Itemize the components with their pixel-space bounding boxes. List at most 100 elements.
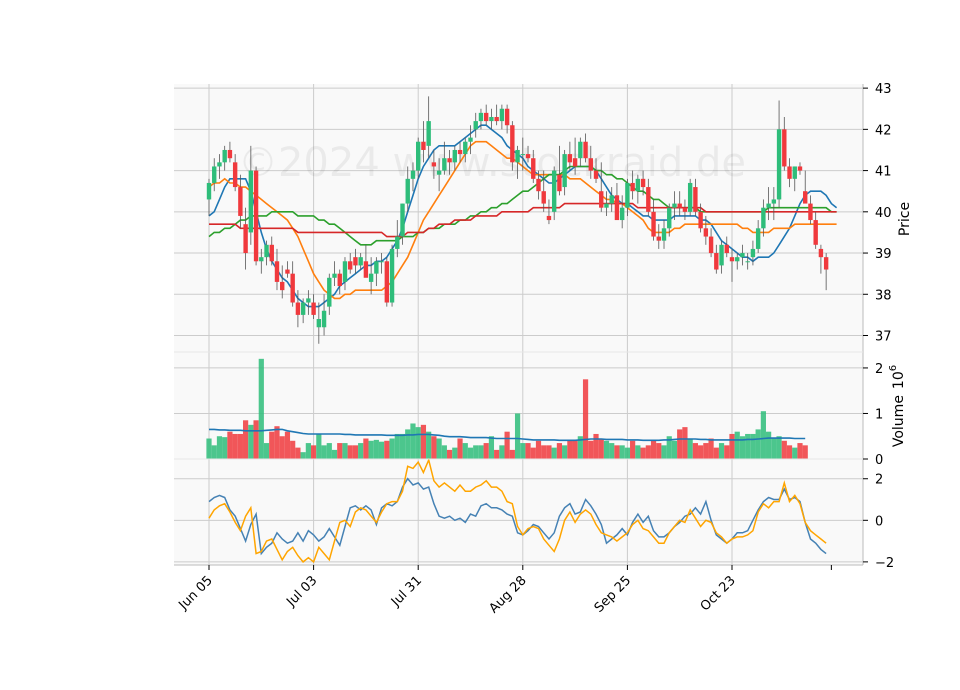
candlesticks (206, 96, 829, 344)
volume-bar (494, 449, 500, 459)
candle-body (295, 302, 301, 315)
price-tick-label: 39 (875, 247, 892, 262)
candle-body (750, 248, 756, 258)
volume-bar (645, 445, 651, 459)
candle-body (353, 257, 358, 266)
volume-bar (431, 436, 437, 459)
candle-body (374, 261, 379, 274)
volume-bar (232, 433, 238, 459)
volume-bar (337, 443, 343, 459)
candle-body (672, 203, 677, 208)
volume-bar (457, 438, 463, 459)
candle-body (332, 273, 337, 278)
volume-bar (248, 424, 254, 459)
volume-bar (216, 436, 223, 459)
candle-body (792, 166, 797, 179)
volume-bar (452, 447, 458, 459)
volume-bar (420, 424, 427, 459)
moving-average-3 (209, 202, 837, 238)
volume-bar (258, 358, 264, 459)
volume-bar (488, 436, 495, 459)
candle-body (635, 178, 641, 192)
candle-body (667, 207, 672, 229)
candle-body (348, 261, 353, 270)
volume-bar (708, 438, 714, 459)
candle-body (536, 178, 541, 192)
candle-body (661, 228, 667, 241)
volume-bar (713, 447, 719, 459)
candle-body (290, 273, 295, 303)
volume-bar (650, 440, 657, 459)
volume-bar (724, 445, 730, 459)
volume-bar (582, 379, 589, 459)
candle-body (384, 261, 390, 303)
volume-bar (473, 445, 479, 459)
volume-bar (593, 433, 599, 459)
candle-body (745, 261, 750, 263)
volume-bar (269, 431, 275, 459)
candle-body (693, 187, 698, 212)
volume-bar (499, 445, 505, 459)
volume-bar (640, 447, 646, 459)
candle-body (593, 170, 599, 179)
candle-body (227, 149, 233, 159)
volume-bar (389, 438, 395, 459)
volume-exponent-power: 6 (888, 365, 899, 371)
candle-body (222, 149, 227, 163)
candle-body (640, 178, 646, 188)
volume-bar (760, 411, 766, 459)
volume-bar (222, 437, 228, 459)
volume-bar (436, 438, 442, 459)
volume-bar (394, 433, 400, 459)
candle-body (771, 199, 777, 204)
candle-body (729, 257, 735, 262)
volume-bar (514, 413, 521, 459)
volume-bar (405, 429, 411, 459)
candle-body (797, 166, 803, 171)
volume-bar (624, 447, 630, 459)
oscillator-lines (208, 457, 827, 564)
volume-bar (692, 443, 698, 459)
volume-bar (635, 445, 641, 459)
candle-body (337, 273, 342, 287)
candle-body (698, 211, 703, 229)
candle-body (531, 158, 536, 179)
volume-bar (509, 449, 515, 459)
candle-body (311, 302, 316, 315)
candle-body (368, 273, 374, 282)
volume-bar (729, 433, 735, 459)
volume-label-text: Volume (891, 395, 907, 447)
volume-bar (284, 431, 291, 459)
panel-bg-2 (174, 459, 863, 565)
volume-bar (211, 445, 217, 459)
candle-body (557, 174, 562, 192)
volume-bar (797, 443, 803, 459)
candle-body (400, 203, 405, 237)
volume-bar (614, 445, 620, 459)
candle-body (395, 236, 400, 249)
volume-bar (766, 431, 772, 459)
price-tick-label: 37 (875, 330, 892, 345)
price-tick-label: 42 (875, 123, 892, 138)
watermark: ©2024 www.stockraid.de (238, 140, 746, 186)
candle-body (316, 319, 322, 328)
candle-body (656, 236, 661, 241)
volume-bar (577, 436, 583, 459)
volume-bar (321, 445, 327, 459)
candle-body (269, 244, 274, 262)
candle-body (478, 112, 484, 122)
volume-bar (206, 438, 212, 459)
candle-body (232, 162, 238, 188)
candle-body (421, 141, 426, 150)
candle-body (489, 116, 494, 122)
oscillator-line-0 (208, 477, 827, 556)
volume-bar (551, 447, 557, 459)
osc-tick-label: 2 (875, 473, 883, 488)
volume-bar (666, 436, 672, 459)
candle-body (703, 228, 709, 237)
price-tick-label: 40 (875, 206, 892, 221)
candle-body (714, 253, 719, 270)
volume-bar (274, 426, 280, 459)
volume-bar (467, 447, 474, 459)
volume-bar (263, 443, 270, 459)
